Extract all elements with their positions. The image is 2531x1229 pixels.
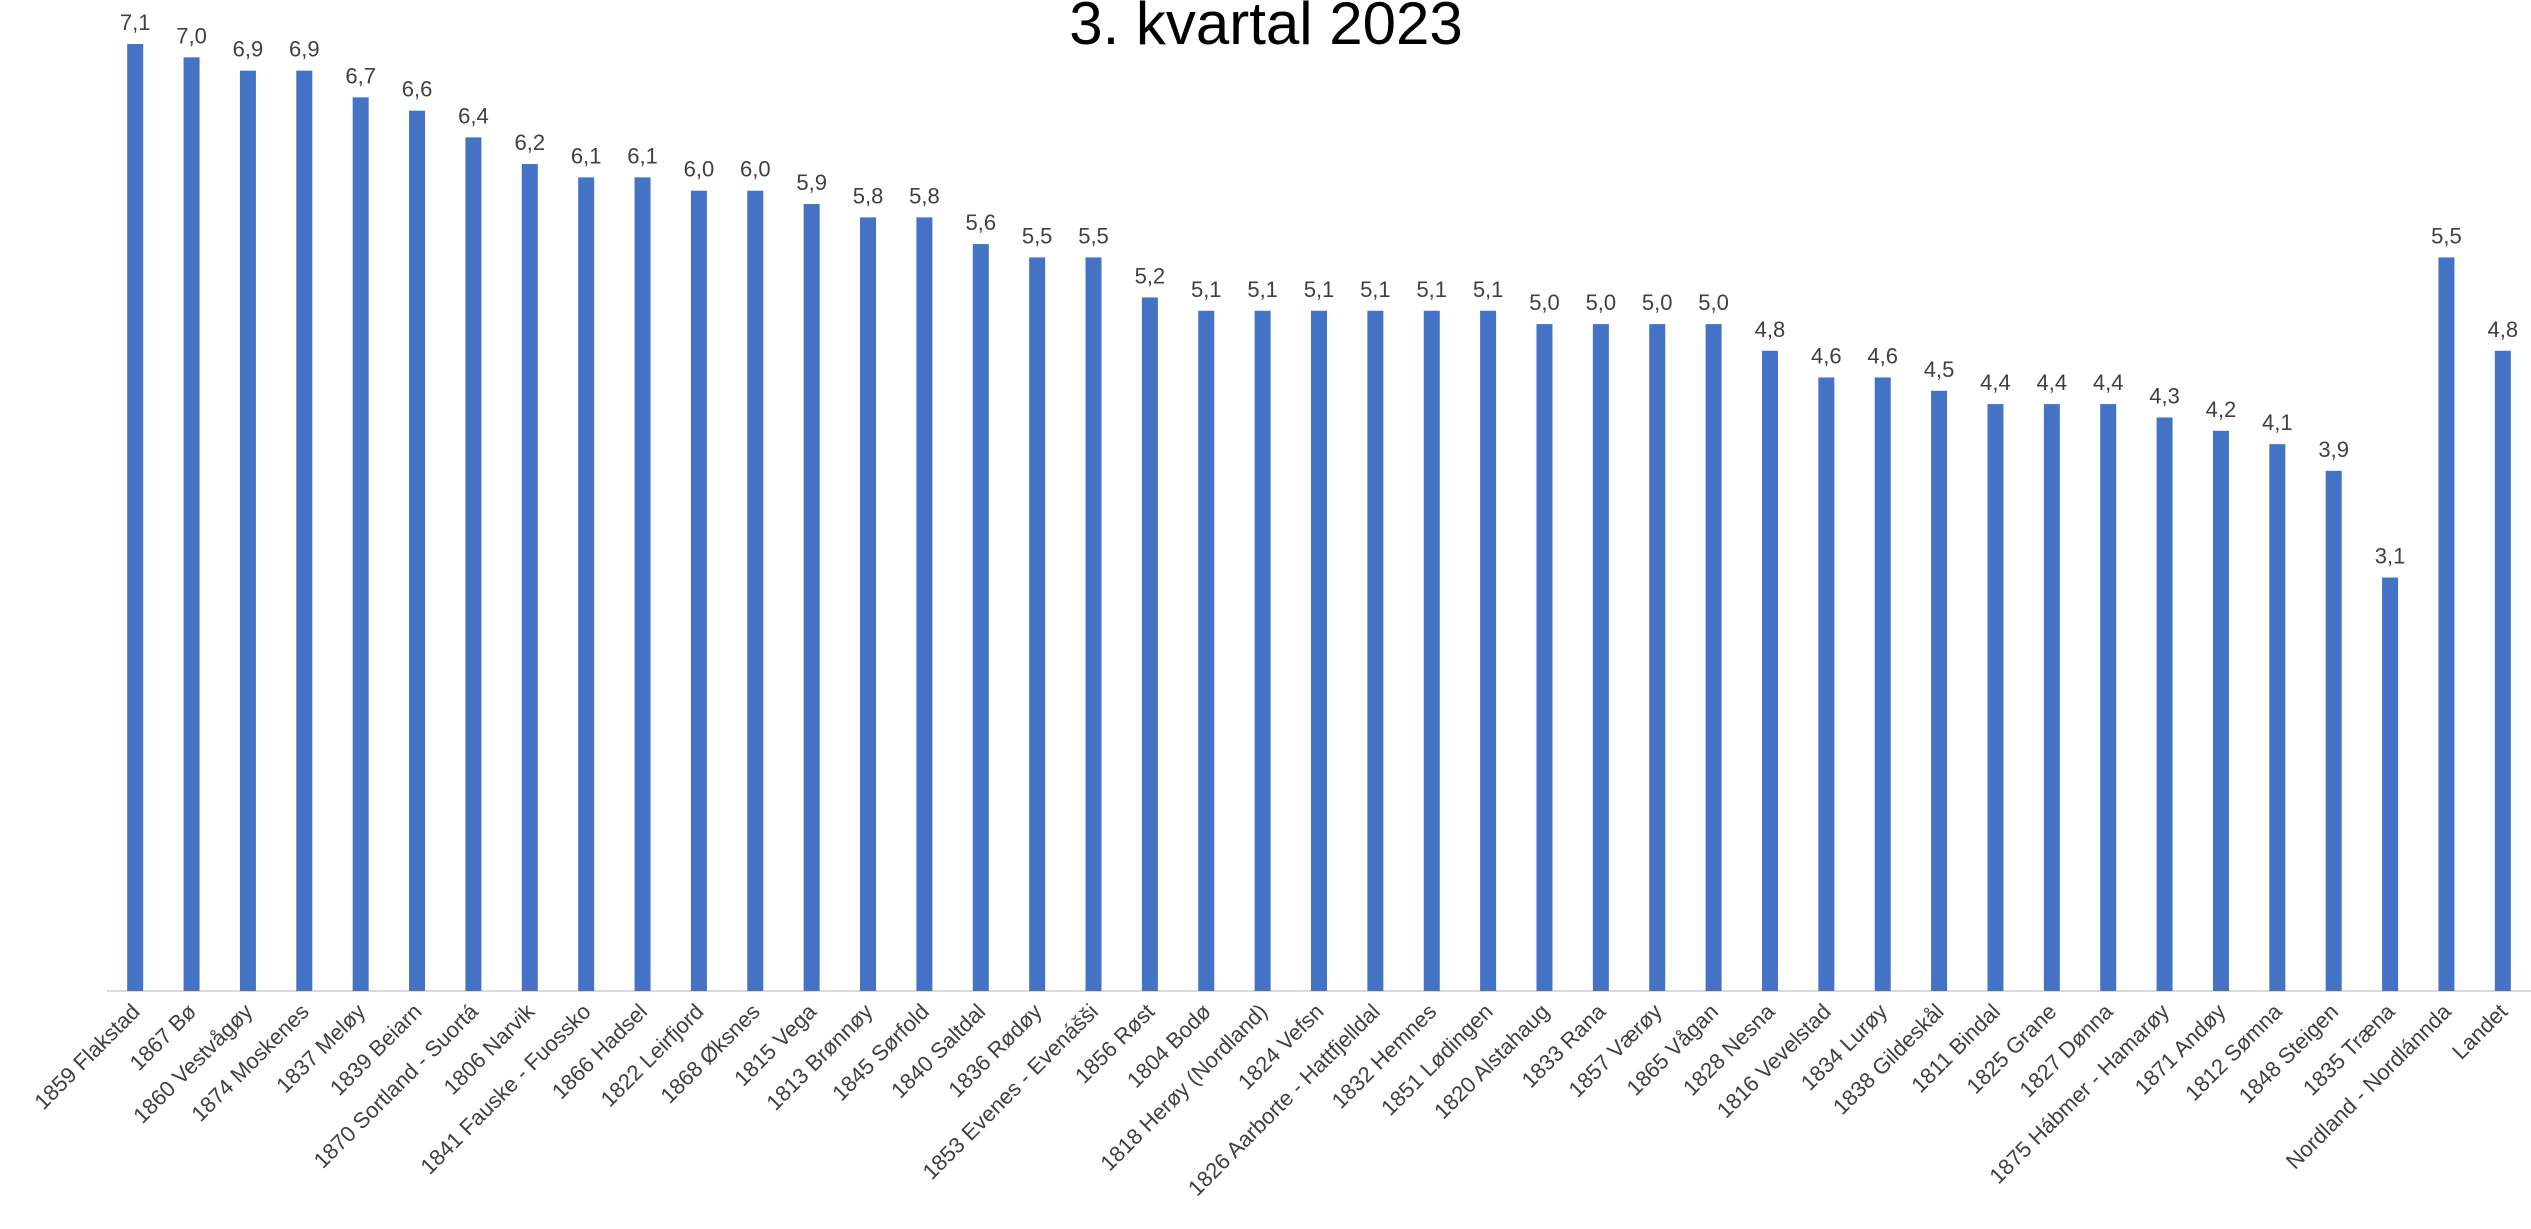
bar xyxy=(1029,257,1046,991)
bar xyxy=(1536,324,1553,991)
value-label: 6,9 xyxy=(289,37,320,62)
value-label: 5,5 xyxy=(1022,223,1053,248)
bar xyxy=(409,110,426,992)
bar xyxy=(1761,350,1778,991)
bar xyxy=(747,190,764,991)
value-label: 6,6 xyxy=(402,77,433,102)
value-label: 6,2 xyxy=(514,130,545,155)
bar xyxy=(2494,350,2511,991)
bar xyxy=(183,57,200,992)
value-label: 5,5 xyxy=(1078,223,1109,248)
value-label: 5,1 xyxy=(1247,277,1278,302)
bar xyxy=(2212,430,2229,991)
bar xyxy=(296,70,313,992)
value-label: 5,8 xyxy=(909,183,940,208)
bar xyxy=(1818,377,1835,992)
bar xyxy=(578,177,595,992)
bar xyxy=(1649,324,1666,991)
bar xyxy=(860,217,877,992)
bar xyxy=(2438,257,2455,991)
value-label: 7,0 xyxy=(176,23,207,48)
bar xyxy=(2325,470,2342,991)
value-label: 3,9 xyxy=(2318,437,2349,462)
value-label: 5,9 xyxy=(796,170,827,195)
bar xyxy=(1592,324,1609,991)
value-label: 5,6 xyxy=(965,210,996,235)
value-label: 5,8 xyxy=(853,183,884,208)
value-label: 4,4 xyxy=(1980,370,2011,395)
x-tick-label: Landet xyxy=(2447,999,2512,1064)
bar xyxy=(1931,390,1948,992)
bar xyxy=(634,177,651,992)
chart-title: 3. kvartal 2023 xyxy=(1069,0,1463,57)
value-label: 6,4 xyxy=(458,103,489,128)
bar xyxy=(521,164,538,992)
bar xyxy=(1254,310,1271,991)
bar xyxy=(972,244,989,991)
bar xyxy=(2382,577,2399,991)
value-label: 5,1 xyxy=(1304,277,1335,302)
value-label: 5,2 xyxy=(1135,263,1166,288)
bar xyxy=(465,137,482,991)
bar xyxy=(1311,310,1327,991)
value-label: 3,1 xyxy=(2375,544,2406,569)
value-label: 6,0 xyxy=(684,157,715,182)
value-label: 4,2 xyxy=(2206,397,2237,422)
bar xyxy=(2269,444,2286,991)
bar xyxy=(1705,324,1722,991)
value-label: 5,1 xyxy=(1473,277,1504,302)
value-label: 7,1 xyxy=(120,10,151,35)
bar xyxy=(1198,310,1215,991)
value-label: 6,9 xyxy=(233,37,264,62)
bar xyxy=(1085,257,1102,991)
value-label: 4,6 xyxy=(1867,343,1898,368)
value-label: 6,7 xyxy=(345,63,376,88)
value-label: 4,1 xyxy=(2262,410,2293,435)
bar xyxy=(1141,297,1158,991)
bar xyxy=(1874,377,1891,992)
value-label: 4,8 xyxy=(1755,317,1786,342)
value-label: 5,1 xyxy=(1360,277,1391,302)
value-label: 5,1 xyxy=(1416,277,1447,302)
value-label: 5,0 xyxy=(1529,290,1560,315)
value-label: 5,1 xyxy=(1191,277,1222,302)
value-label: 6,0 xyxy=(740,157,771,182)
value-label: 4,6 xyxy=(1811,343,1842,368)
bar xyxy=(2156,417,2173,991)
bar xyxy=(2100,404,2117,991)
value-label: 5,0 xyxy=(1642,290,1673,315)
bar xyxy=(1423,310,1440,991)
bar xyxy=(1480,310,1497,991)
value-label: 4,4 xyxy=(2037,370,2068,395)
value-label: 5,0 xyxy=(1586,290,1617,315)
bar xyxy=(239,70,256,992)
value-label: 4,8 xyxy=(2488,317,2519,342)
value-label: 5,0 xyxy=(1698,290,1729,315)
value-label: 4,3 xyxy=(2149,383,2180,408)
value-label: 6,1 xyxy=(627,143,658,168)
value-label: 4,5 xyxy=(1924,357,1955,382)
bar xyxy=(1367,310,1384,991)
value-label: 4,4 xyxy=(2093,370,2124,395)
bar xyxy=(1987,404,2004,991)
bar xyxy=(916,217,933,992)
value-label: 5,5 xyxy=(2431,223,2462,248)
bar xyxy=(2043,404,2060,991)
value-label: 6,1 xyxy=(571,143,602,168)
bar xyxy=(803,204,820,991)
bar xyxy=(352,97,369,991)
bar xyxy=(127,44,144,991)
bar xyxy=(690,190,707,991)
